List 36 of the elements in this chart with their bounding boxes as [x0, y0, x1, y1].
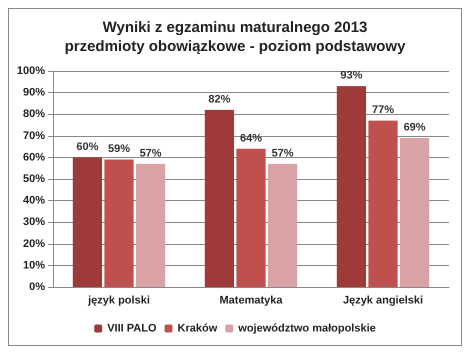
y-tick-label: 10% [22, 259, 46, 272]
data-label: 93% [340, 70, 363, 82]
bar [268, 164, 298, 287]
legend-label: VIII PALO [107, 322, 157, 334]
data-label: 57% [272, 147, 294, 160]
bar [204, 110, 234, 287]
y-tick-label: 70% [22, 130, 46, 142]
y-tick-label: 20% [22, 238, 46, 250]
x-tick-label: Matematyka [220, 294, 284, 306]
legend-label: Kraków [178, 322, 218, 334]
y-tick-label: 40% [22, 194, 46, 207]
bar [104, 160, 134, 287]
data-label: 57% [140, 147, 162, 160]
data-label: 77% [372, 104, 394, 116]
y-tick-label: 90% [22, 86, 46, 99]
data-label: 60% [76, 140, 99, 153]
data-label: 82% [208, 93, 231, 106]
bar [136, 164, 166, 287]
chart-subtitle: przedmioty obowiązkowe - poziom podstawowy [64, 38, 406, 55]
data-label: 59% [108, 143, 130, 156]
y-tick-label: 100% [16, 65, 46, 77]
y-tick-label: 0% [29, 281, 46, 293]
y-tick-label: 80% [22, 108, 46, 120]
bar [400, 138, 430, 287]
bar [336, 86, 366, 287]
bar [72, 157, 102, 287]
x-tick-label: język polski [87, 294, 150, 306]
y-tick-label: 60% [22, 151, 46, 164]
legend-label: województwo małopolskie [237, 322, 376, 334]
data-label: 69% [404, 121, 426, 134]
y-tick-label: 50% [22, 173, 46, 185]
x-tick-label: Język angielski [342, 294, 424, 306]
bar [368, 120, 398, 287]
bar [236, 148, 266, 287]
y-tick-label: 30% [22, 216, 46, 228]
chart-title: Wyniki z egzaminu maturalnego 2013 [102, 19, 368, 36]
